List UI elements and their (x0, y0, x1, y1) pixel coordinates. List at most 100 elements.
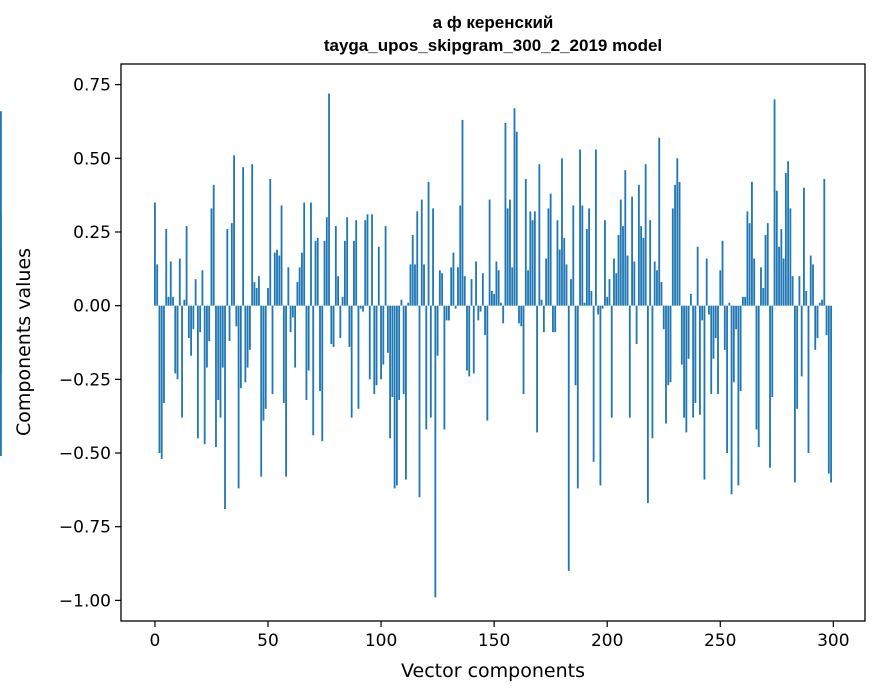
bar (703, 305, 706, 480)
bar (563, 237, 566, 306)
bar (576, 305, 579, 489)
bar (730, 305, 733, 495)
bar (676, 158, 679, 306)
y-axis: 0.75 0.50 0.25 0.00 −0.25 −0.50 −0.75 −1.00 (59, 76, 121, 611)
bar (398, 305, 401, 400)
bar (599, 305, 602, 486)
bar (495, 261, 498, 306)
bar (719, 270, 722, 306)
bar (190, 305, 193, 356)
bar (310, 202, 312, 306)
bar (671, 208, 674, 306)
bar (160, 305, 163, 459)
bar (515, 131, 518, 306)
bar (156, 264, 159, 306)
bar (784, 173, 787, 306)
bar (793, 305, 796, 483)
bar (466, 305, 468, 371)
bar (226, 229, 229, 306)
bar (601, 305, 604, 309)
bar (246, 305, 249, 368)
bar (0, 111, 2, 306)
bar (321, 305, 324, 442)
bar (212, 184, 215, 306)
bar (732, 305, 735, 383)
bar (554, 305, 557, 333)
x-axis: 0 50 100 150 200 250 300 (150, 621, 850, 651)
bar (362, 305, 364, 312)
bar (809, 255, 812, 306)
bar (583, 302, 586, 306)
y-axis-label: Components values (13, 248, 35, 436)
bar (490, 290, 493, 306)
bar (619, 199, 622, 306)
bar (228, 305, 231, 342)
bar (355, 220, 358, 306)
bar (172, 296, 174, 306)
bar (637, 184, 640, 306)
y-tick-label: −0.50 (59, 444, 111, 464)
bar (325, 217, 328, 306)
bar (556, 220, 559, 306)
bar (454, 305, 457, 309)
bar (741, 296, 744, 306)
bar (588, 208, 591, 306)
bar (567, 305, 570, 571)
bar (812, 264, 814, 306)
bar (825, 305, 828, 336)
bar (258, 276, 260, 306)
bar (282, 305, 285, 403)
bar (536, 305, 538, 433)
bar (608, 279, 611, 306)
bar (346, 217, 349, 306)
bar (830, 305, 832, 483)
bar (319, 305, 321, 392)
bar (298, 267, 301, 306)
bar (751, 181, 753, 306)
x-tick-label: 0 (150, 631, 161, 651)
bar (579, 149, 581, 306)
chart-title: а ф керенский (433, 13, 554, 32)
x-tick-label: 250 (704, 631, 736, 651)
bar (273, 252, 276, 306)
bar (540, 299, 543, 306)
bar (407, 302, 410, 306)
bar (405, 305, 407, 480)
bar (411, 234, 414, 306)
bar (301, 252, 303, 306)
bar (427, 181, 430, 306)
bar (296, 282, 299, 306)
bar (500, 302, 502, 306)
bar (391, 305, 394, 398)
y-tick-label: 0.00 (73, 297, 111, 317)
bar (169, 261, 172, 306)
bar (522, 305, 525, 395)
bar (192, 305, 195, 330)
bar (230, 223, 233, 306)
bar (436, 305, 439, 356)
bar (549, 193, 552, 306)
bar (721, 240, 724, 306)
bar (787, 161, 790, 306)
bar (818, 302, 821, 306)
y-tick-label: −0.25 (59, 370, 111, 390)
bar (445, 305, 448, 321)
bar (280, 205, 283, 306)
bar (486, 305, 489, 421)
bar (816, 305, 819, 339)
bar (624, 170, 627, 306)
bar (728, 302, 731, 306)
bar (775, 190, 778, 306)
bar (350, 305, 353, 418)
bar (656, 270, 658, 306)
bar (384, 226, 387, 306)
bar (617, 234, 620, 306)
bar (488, 199, 491, 306)
bar (744, 296, 747, 306)
bar (791, 276, 794, 306)
x-tick-label: 100 (365, 631, 397, 651)
bar (249, 305, 251, 350)
bar (201, 270, 204, 306)
bar (463, 276, 466, 306)
